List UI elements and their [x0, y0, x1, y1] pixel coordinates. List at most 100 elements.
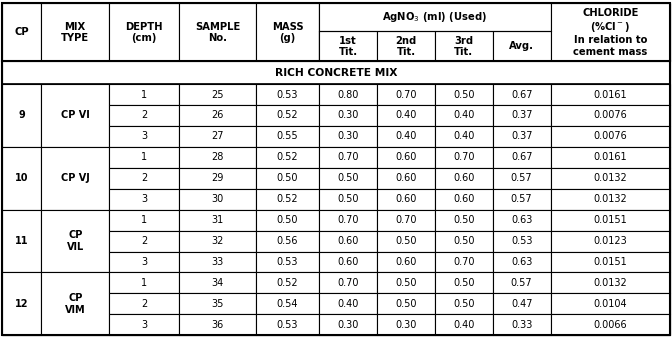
- Text: RICH CONCRETE MIX: RICH CONCRETE MIX: [275, 68, 397, 78]
- Bar: [41, 273, 110, 294]
- Text: 1: 1: [141, 278, 147, 288]
- Bar: [110, 251, 179, 273]
- Text: 0.0161: 0.0161: [593, 152, 627, 162]
- Bar: [319, 147, 377, 168]
- Bar: [256, 231, 319, 251]
- Bar: [2, 210, 41, 231]
- Bar: [319, 3, 550, 61]
- Bar: [2, 231, 41, 251]
- Text: 0.60: 0.60: [395, 152, 417, 162]
- Bar: [41, 210, 110, 273]
- Text: 0.0076: 0.0076: [593, 111, 627, 120]
- Bar: [435, 231, 493, 251]
- Bar: [179, 314, 256, 335]
- Text: 0.52: 0.52: [277, 278, 298, 288]
- Bar: [319, 210, 377, 231]
- Bar: [256, 84, 319, 105]
- Bar: [435, 147, 493, 168]
- Bar: [377, 314, 435, 335]
- Bar: [179, 294, 256, 314]
- Bar: [435, 147, 493, 168]
- Bar: [110, 126, 179, 147]
- Text: 0.54: 0.54: [277, 299, 298, 309]
- Text: 11: 11: [15, 236, 28, 246]
- Text: 29: 29: [211, 173, 224, 183]
- Text: 0.60: 0.60: [395, 173, 417, 183]
- Bar: [435, 105, 493, 126]
- Bar: [179, 210, 256, 231]
- Bar: [256, 105, 319, 126]
- Bar: [256, 126, 319, 147]
- Text: 35: 35: [211, 299, 224, 309]
- Bar: [256, 314, 319, 335]
- Bar: [493, 210, 550, 231]
- Bar: [179, 251, 256, 273]
- Bar: [550, 210, 670, 231]
- Bar: [435, 126, 493, 147]
- Bar: [179, 3, 256, 61]
- Bar: [41, 251, 110, 273]
- Bar: [550, 3, 670, 61]
- Bar: [377, 105, 435, 126]
- Bar: [377, 168, 435, 189]
- Text: 0.57: 0.57: [511, 194, 532, 204]
- Bar: [550, 189, 670, 210]
- Text: 0.60: 0.60: [395, 194, 417, 204]
- Text: 28: 28: [211, 152, 224, 162]
- Bar: [435, 314, 493, 335]
- Bar: [2, 273, 41, 335]
- Text: 9: 9: [18, 111, 25, 120]
- Text: 1: 1: [141, 152, 147, 162]
- Bar: [2, 314, 41, 335]
- Text: 0.40: 0.40: [453, 131, 474, 142]
- Bar: [179, 168, 256, 189]
- Bar: [435, 251, 493, 273]
- Bar: [377, 314, 435, 335]
- Bar: [493, 294, 550, 314]
- Text: 0.50: 0.50: [337, 194, 359, 204]
- Bar: [493, 3, 550, 61]
- Bar: [493, 105, 550, 126]
- Bar: [110, 147, 179, 168]
- Bar: [550, 168, 670, 189]
- Bar: [110, 251, 179, 273]
- Bar: [256, 168, 319, 189]
- Bar: [377, 147, 435, 168]
- Bar: [319, 294, 377, 314]
- Bar: [41, 168, 110, 189]
- Bar: [179, 147, 256, 168]
- Text: 2: 2: [141, 236, 147, 246]
- Text: CP VI: CP VI: [61, 111, 89, 120]
- Bar: [319, 231, 377, 251]
- Bar: [493, 251, 550, 273]
- Bar: [550, 84, 670, 105]
- Text: 32: 32: [211, 236, 224, 246]
- Text: 0.50: 0.50: [453, 278, 474, 288]
- Text: 0.0161: 0.0161: [593, 90, 627, 99]
- Bar: [179, 84, 256, 105]
- Bar: [377, 231, 435, 251]
- Bar: [493, 273, 550, 294]
- Bar: [550, 168, 670, 189]
- Bar: [179, 294, 256, 314]
- Bar: [110, 105, 179, 126]
- Text: 0.56: 0.56: [277, 236, 298, 246]
- Text: 0.60: 0.60: [337, 236, 359, 246]
- Bar: [179, 231, 256, 251]
- Bar: [435, 210, 493, 231]
- Text: 0.52: 0.52: [277, 194, 298, 204]
- Text: 0.70: 0.70: [337, 152, 359, 162]
- Text: 0.63: 0.63: [511, 215, 532, 225]
- Bar: [550, 147, 670, 168]
- Bar: [550, 126, 670, 147]
- Bar: [256, 84, 319, 105]
- Bar: [41, 147, 110, 210]
- Text: 0.30: 0.30: [337, 131, 359, 142]
- Text: 12: 12: [15, 299, 28, 309]
- Bar: [377, 251, 435, 273]
- Bar: [493, 126, 550, 147]
- Bar: [493, 31, 550, 61]
- Bar: [2, 189, 41, 210]
- Bar: [110, 314, 179, 335]
- Bar: [2, 105, 41, 126]
